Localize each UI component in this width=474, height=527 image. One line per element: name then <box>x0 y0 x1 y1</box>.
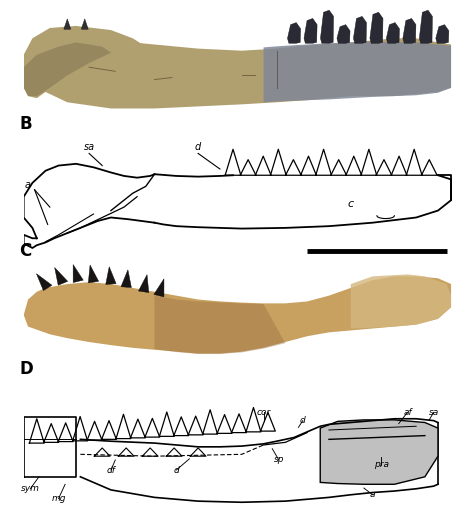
Text: sa: sa <box>83 142 95 152</box>
Text: d: d <box>195 142 201 152</box>
Polygon shape <box>288 23 301 43</box>
Polygon shape <box>320 420 438 484</box>
Polygon shape <box>64 19 71 29</box>
Text: A: A <box>19 0 32 4</box>
Polygon shape <box>320 10 334 43</box>
Text: af: af <box>403 408 412 417</box>
Text: mg: mg <box>51 494 66 503</box>
Text: cor: cor <box>256 408 271 417</box>
Polygon shape <box>386 23 400 43</box>
Text: sa: sa <box>428 408 439 417</box>
Polygon shape <box>351 275 451 328</box>
Polygon shape <box>55 268 68 285</box>
Text: pra: pra <box>374 460 389 470</box>
Polygon shape <box>121 270 131 288</box>
Polygon shape <box>304 18 317 43</box>
Polygon shape <box>36 274 52 290</box>
Polygon shape <box>264 42 451 102</box>
Polygon shape <box>24 26 146 98</box>
Polygon shape <box>436 25 449 43</box>
Text: d: d <box>300 416 306 425</box>
Polygon shape <box>154 279 164 297</box>
Polygon shape <box>32 38 451 109</box>
Text: c: c <box>348 199 354 209</box>
Text: d: d <box>173 465 179 474</box>
Text: D: D <box>19 360 33 378</box>
Polygon shape <box>81 19 88 29</box>
Polygon shape <box>138 275 149 292</box>
Polygon shape <box>419 10 432 43</box>
Text: B: B <box>19 115 32 133</box>
Polygon shape <box>88 265 99 283</box>
Text: sp: sp <box>273 455 284 464</box>
Polygon shape <box>354 16 366 43</box>
Polygon shape <box>155 296 285 354</box>
Polygon shape <box>106 267 116 285</box>
Polygon shape <box>403 18 416 43</box>
Text: df: df <box>107 465 115 474</box>
Polygon shape <box>370 12 383 43</box>
Text: sym: sym <box>21 484 40 493</box>
Polygon shape <box>337 25 350 43</box>
Polygon shape <box>73 265 83 282</box>
Polygon shape <box>24 276 451 354</box>
Text: C: C <box>19 242 32 260</box>
Polygon shape <box>24 43 111 96</box>
Text: a: a <box>25 180 31 190</box>
Text: a: a <box>370 490 375 499</box>
